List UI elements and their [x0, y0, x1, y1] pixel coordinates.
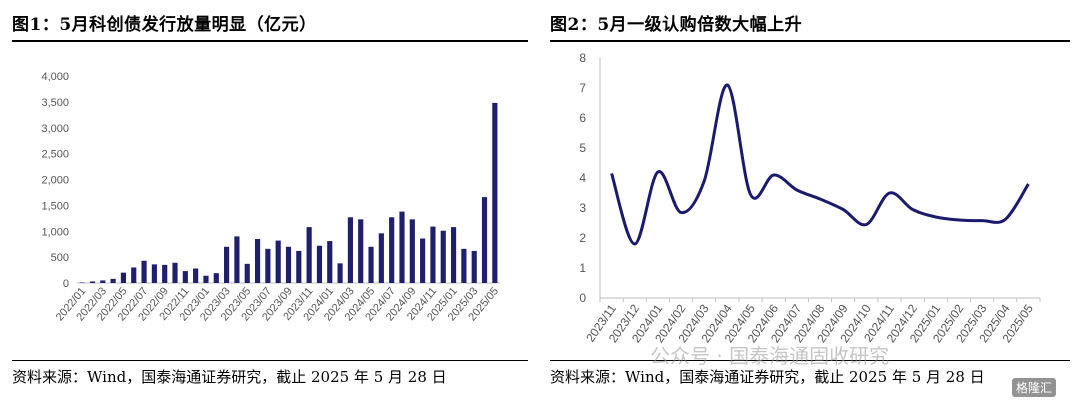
- bar: [450, 227, 457, 283]
- bar: [285, 246, 292, 283]
- y-tick-label: 8: [579, 51, 586, 65]
- left-chart-panel: 图1：5月科创债发行放量明显（亿元） 0 500 1,000 1,500 2,000 2,…: [12, 0, 528, 402]
- y-tick-label: 500: [51, 252, 69, 264]
- left-chart-title: 图1：5月科创债发行放量明显（亿元）: [12, 15, 317, 35]
- bar: [162, 264, 168, 283]
- y-tick-label: 0: [63, 278, 69, 290]
- bar: [120, 272, 127, 283]
- y-tick-label: 1,000: [41, 226, 69, 238]
- bar: [306, 227, 312, 283]
- left-source-rule: [12, 360, 528, 361]
- bar: [430, 226, 436, 283]
- bar: [347, 217, 353, 283]
- y-tick-label: 3,500: [41, 97, 69, 109]
- right-source-note: 资料来源：Wind，国泰海通证券研究，截止 2025 年 5 月 28 日: [550, 368, 985, 386]
- bar: [440, 230, 446, 283]
- y-tick-label: 4: [579, 171, 586, 185]
- line-chart: 0123456782023/112023/122024/012024/02202…: [579, 51, 1041, 345]
- y-tick-label: 5: [579, 141, 586, 155]
- bar: [481, 197, 488, 283]
- left-source-note: 资料来源：Wind，国泰海通证券研究，截止 2025 年 5 月 28 日: [12, 368, 447, 386]
- y-tick-label: 2,500: [41, 149, 69, 161]
- bar: [172, 262, 178, 283]
- bar: [265, 248, 271, 283]
- bar: [151, 264, 157, 283]
- y-tick-label: 1,500: [41, 200, 69, 212]
- bar: [131, 267, 137, 283]
- y-tick-label: 1: [579, 261, 586, 275]
- bar: [389, 217, 395, 283]
- bar: [492, 102, 498, 283]
- bar: [193, 268, 199, 283]
- bar: [368, 246, 374, 283]
- left-title-rule: [12, 40, 528, 42]
- bar: [244, 263, 250, 283]
- bar: [213, 273, 219, 283]
- bar: [254, 239, 261, 283]
- bar: [409, 219, 415, 283]
- bar: [100, 280, 106, 283]
- bar: [203, 275, 209, 283]
- bar: [471, 250, 477, 283]
- bar-chart: 05001,0001,5002,0002,5003,0003,5004,0002…: [41, 71, 501, 323]
- series-line: [610, 83, 1030, 246]
- watermark-logo: 格隆汇: [1012, 378, 1057, 397]
- bar: [316, 245, 323, 283]
- bar: [79, 282, 85, 283]
- bar: [110, 278, 116, 283]
- bar: [89, 281, 96, 283]
- bar: [358, 219, 364, 283]
- bar: [182, 271, 188, 283]
- y-tick-label: 2: [579, 231, 586, 245]
- watermark-text: 公众号 · 国泰海通固收研究: [650, 344, 890, 368]
- right-chart-title: 图2：5月一级认购倍数大幅上升: [550, 15, 803, 35]
- y-tick-label: 7: [579, 81, 586, 95]
- y-tick-label: 2,000: [41, 175, 69, 187]
- bar: [296, 250, 302, 283]
- y-tick-label: 3: [579, 201, 586, 215]
- bar: [224, 246, 230, 283]
- bar: [275, 240, 281, 283]
- bar: [399, 211, 405, 283]
- bar: [327, 241, 333, 283]
- bar: [141, 260, 147, 283]
- right-source-rule: [550, 360, 1070, 361]
- y-tick-label: 3,000: [41, 123, 69, 135]
- bar: [420, 238, 426, 283]
- bar: [461, 248, 467, 283]
- right-chart-panel: 图2：5月一级认购倍数大幅上升 0 1 2 3 4 5 6 7 8 2023/11 2023/12 2…: [550, 0, 1070, 402]
- bar: [378, 233, 384, 283]
- y-tick-label: 6: [579, 111, 586, 125]
- bar: [337, 263, 343, 283]
- bar: [234, 236, 240, 283]
- y-tick-label: 0: [579, 291, 586, 305]
- right-title-rule: [550, 40, 1070, 42]
- y-tick-label: 4,000: [41, 71, 69, 83]
